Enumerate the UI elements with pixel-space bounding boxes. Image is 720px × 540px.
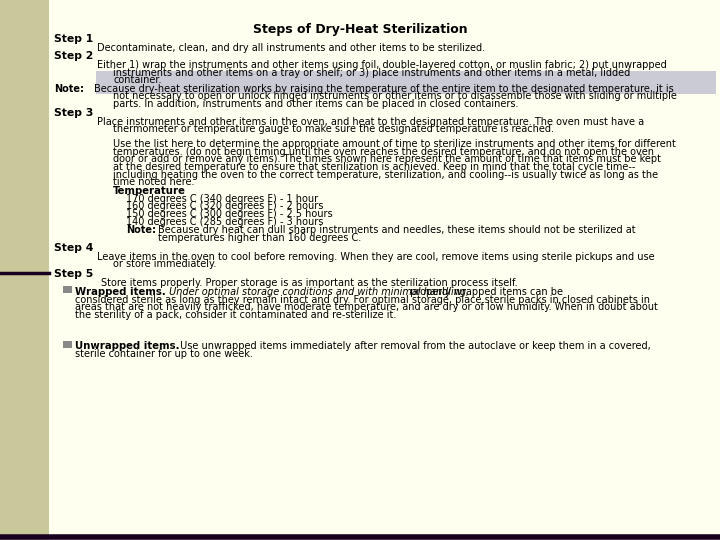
Text: Temperature: Temperature bbox=[113, 186, 186, 196]
Text: Wrapped items.: Wrapped items. bbox=[75, 287, 166, 298]
Bar bbox=[63, 341, 72, 348]
Text: time noted here.: time noted here. bbox=[113, 177, 194, 187]
Text: or store immediately.: or store immediately. bbox=[113, 259, 217, 269]
Text: Unwrapped items.: Unwrapped items. bbox=[75, 341, 179, 352]
Text: Leave items in the oven to cool before removing. When they are cool, remove item: Leave items in the oven to cool before r… bbox=[97, 252, 654, 262]
Text: Note:: Note: bbox=[126, 225, 156, 235]
Text: Either 1) wrap the instruments and other items using foil, double-layered cotton: Either 1) wrap the instruments and other… bbox=[97, 60, 667, 70]
Text: 140 degrees C (285 degrees F) - 3 hours: 140 degrees C (285 degrees F) - 3 hours bbox=[126, 217, 323, 227]
Text: temperatures higher than 160 degrees C.: temperatures higher than 160 degrees C. bbox=[158, 233, 361, 243]
Text: door or add or remove any items). The times shown here represent the amount of t: door or add or remove any items). The ti… bbox=[113, 154, 661, 165]
Bar bbox=[63, 286, 72, 293]
Text: Under optimal storage conditions and with minimal handling,: Under optimal storage conditions and wit… bbox=[166, 287, 469, 298]
Text: Steps of Dry-Heat Sterilization: Steps of Dry-Heat Sterilization bbox=[253, 23, 467, 36]
Bar bbox=[0, 0, 49, 540]
Text: container.: container. bbox=[113, 75, 161, 85]
Bar bbox=[96, 71, 716, 94]
Text: considered sterile as long as they remain intact and dry. For optimal storage, p: considered sterile as long as they remai… bbox=[75, 295, 650, 305]
Text: properly wrapped items can be: properly wrapped items can be bbox=[407, 287, 563, 298]
Text: including heating the oven to the correct temperature, sterilization, and coolin: including heating the oven to the correc… bbox=[113, 170, 658, 180]
Text: parts. In addition, instruments and other items can be placed in closed containe: parts. In addition, instruments and othe… bbox=[113, 99, 518, 109]
Text: sterile container for up to one week.: sterile container for up to one week. bbox=[75, 349, 253, 359]
Text: Store items properly. Proper storage is as important as the sterilization proces: Store items properly. Proper storage is … bbox=[101, 278, 518, 288]
Text: Use the list here to determine the appropriate amount of time to sterilize instr: Use the list here to determine the appro… bbox=[113, 139, 676, 150]
Text: instruments and other items on a tray or shelf; or 3) place instruments and othe: instruments and other items on a tray or… bbox=[113, 68, 630, 78]
Text: Because dry heat can dull sharp instruments and needles, these items should not : Because dry heat can dull sharp instrume… bbox=[158, 225, 636, 235]
Text: temperatures. (do not begin timing until the oven reaches the desired temperatur: temperatures. (do not begin timing until… bbox=[113, 147, 654, 157]
Text: Step 5: Step 5 bbox=[54, 269, 94, 279]
Text: Note:: Note: bbox=[54, 84, 84, 94]
Text: 170 degrees C (340 degrees F) - 1 hour: 170 degrees C (340 degrees F) - 1 hour bbox=[126, 194, 318, 204]
Text: 160 degrees C (320 degrees F) - 2 hours: 160 degrees C (320 degrees F) - 2 hours bbox=[126, 201, 323, 212]
Text: Step 1: Step 1 bbox=[54, 34, 94, 44]
Text: Step 4: Step 4 bbox=[54, 243, 94, 253]
Text: Step 2: Step 2 bbox=[54, 51, 94, 62]
Text: 150 degrees C (300 degrees F) - 2.5 hours: 150 degrees C (300 degrees F) - 2.5 hour… bbox=[126, 209, 333, 219]
Text: thermometer or temperature gauge to make sure the designated temperature is reac: thermometer or temperature gauge to make… bbox=[113, 124, 554, 134]
Text: Decontaminate, clean, and dry all instruments and other items to be sterilized.: Decontaminate, clean, and dry all instru… bbox=[97, 43, 485, 53]
Text: Use unwrapped items immediately after removal from the autoclave or keep them in: Use unwrapped items immediately after re… bbox=[177, 341, 651, 352]
Text: Step 3: Step 3 bbox=[54, 108, 94, 118]
Text: Because dry-heat sterilization works by raising the temperature of the entire it: Because dry-heat sterilization works by … bbox=[94, 84, 673, 94]
Text: not necessary to open or unlock hinged instruments or other items or to disassem: not necessary to open or unlock hinged i… bbox=[113, 91, 677, 102]
Text: Place instruments and other items in the oven, and heat to the designated temper: Place instruments and other items in the… bbox=[97, 117, 644, 127]
Text: the sterility of a pack, consider it contaminated and re-sterilize it.: the sterility of a pack, consider it con… bbox=[75, 310, 396, 320]
Text: at the desired temperature to ensure that sterilization is achieved. Keep in min: at the desired temperature to ensure tha… bbox=[113, 162, 636, 172]
Text: areas that are not heavily trafficked, have moderate temperature, and are dry or: areas that are not heavily trafficked, h… bbox=[75, 302, 658, 313]
